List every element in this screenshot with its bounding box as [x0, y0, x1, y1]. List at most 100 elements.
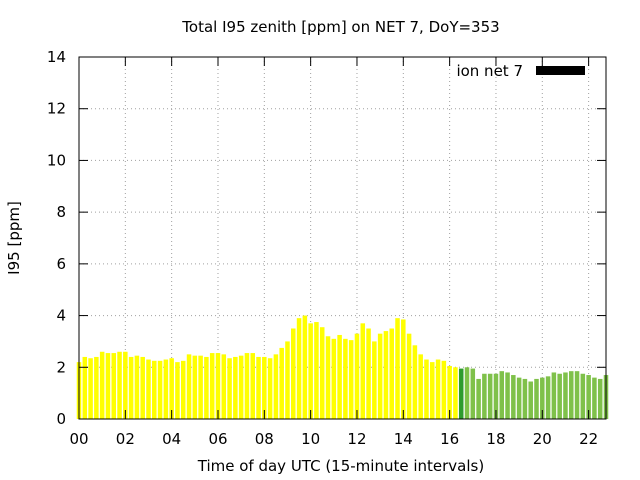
- plot-frame: [78, 56, 607, 420]
- x-tick-label: 16: [440, 430, 459, 448]
- bar: [337, 334, 342, 419]
- y-tick-label: 0: [56, 410, 66, 428]
- bar: [198, 355, 203, 419]
- bar: [458, 368, 464, 419]
- bar: [146, 359, 151, 419]
- y-tick-label: 4: [56, 307, 66, 325]
- bar: [372, 341, 377, 419]
- bar: [383, 331, 389, 419]
- gridlines: [79, 57, 606, 419]
- bar: [308, 323, 313, 419]
- bar: [331, 338, 337, 419]
- bar: [111, 353, 117, 419]
- bar: [117, 351, 122, 419]
- bar: [487, 373, 493, 419]
- bar: [134, 355, 140, 419]
- bar: [88, 358, 93, 419]
- bar: [343, 338, 348, 419]
- bar: [279, 347, 284, 419]
- bar: [586, 375, 591, 419]
- bar: [360, 323, 366, 419]
- bar: [94, 356, 99, 419]
- bar: [377, 333, 383, 419]
- bar: [551, 372, 557, 419]
- x-tick-label: 22: [579, 430, 598, 448]
- bar: [169, 358, 174, 419]
- bar: [482, 373, 487, 419]
- bars: [76, 315, 609, 419]
- bar: [557, 373, 562, 419]
- y-tick-label: 8: [56, 203, 66, 221]
- y-tick-label: 2: [56, 358, 66, 376]
- x-tick-label: 10: [301, 430, 320, 448]
- bar: [528, 381, 533, 419]
- legend-swatch: [536, 66, 585, 75]
- legend-label: ion net 7: [456, 62, 523, 80]
- bar: [302, 315, 308, 419]
- bar: [209, 353, 215, 419]
- bar: [180, 360, 186, 419]
- bar: [389, 328, 394, 419]
- bar: [262, 356, 267, 419]
- bar: [244, 353, 250, 419]
- bar: [250, 353, 255, 419]
- bar: [128, 356, 134, 419]
- x-axis-label: Time of day UTC (15-minute intervals): [197, 457, 484, 475]
- bar: [140, 356, 145, 419]
- bar: [406, 333, 412, 419]
- bar: [505, 372, 510, 419]
- bar: [470, 368, 476, 419]
- bar: [580, 373, 586, 419]
- bar: [285, 341, 290, 419]
- bar: [175, 362, 180, 419]
- legend: ion net 7: [456, 62, 585, 80]
- bar: [511, 375, 516, 419]
- bar: [192, 355, 198, 419]
- bar: [163, 359, 169, 419]
- bar: [418, 354, 423, 419]
- bar: [314, 322, 319, 419]
- bar: [204, 356, 209, 419]
- bar: [534, 378, 539, 419]
- bar: [157, 360, 163, 419]
- bar: [597, 378, 603, 419]
- bar: [574, 371, 580, 419]
- x-tick-label: 06: [208, 430, 227, 448]
- bar: [540, 377, 545, 419]
- bar: [186, 354, 192, 419]
- bar: [82, 356, 88, 419]
- bar: [563, 372, 568, 419]
- y-tick-label: 14: [47, 48, 66, 66]
- bar: [441, 360, 447, 419]
- bar: [215, 353, 221, 419]
- bar: [366, 328, 371, 419]
- bar: [522, 378, 528, 419]
- x-tick-label: 04: [162, 430, 181, 448]
- bar: [401, 319, 406, 419]
- bar: [592, 377, 597, 419]
- x-tick-label: 02: [116, 430, 135, 448]
- bar: [99, 351, 105, 419]
- bar: [152, 360, 157, 419]
- plot-border: [78, 56, 607, 420]
- bar: [354, 333, 360, 419]
- bar: [412, 345, 418, 419]
- x-tick-label: 12: [347, 430, 366, 448]
- bar: [435, 359, 441, 419]
- bar: [447, 365, 452, 419]
- bar: [325, 336, 331, 419]
- x-tick-label: 14: [394, 430, 413, 448]
- bar: [568, 371, 574, 419]
- x-tick-label: 20: [533, 430, 552, 448]
- bar: [291, 328, 296, 419]
- bar: [545, 376, 551, 419]
- bar: [296, 318, 302, 419]
- bar: [273, 354, 279, 419]
- bar: [267, 358, 273, 419]
- bar: [123, 351, 128, 419]
- chart-title: Total I95 zenith [ppm] on NET 7, DoY=353: [181, 18, 499, 36]
- x-tick-label: 00: [69, 430, 88, 448]
- bar: [238, 355, 244, 419]
